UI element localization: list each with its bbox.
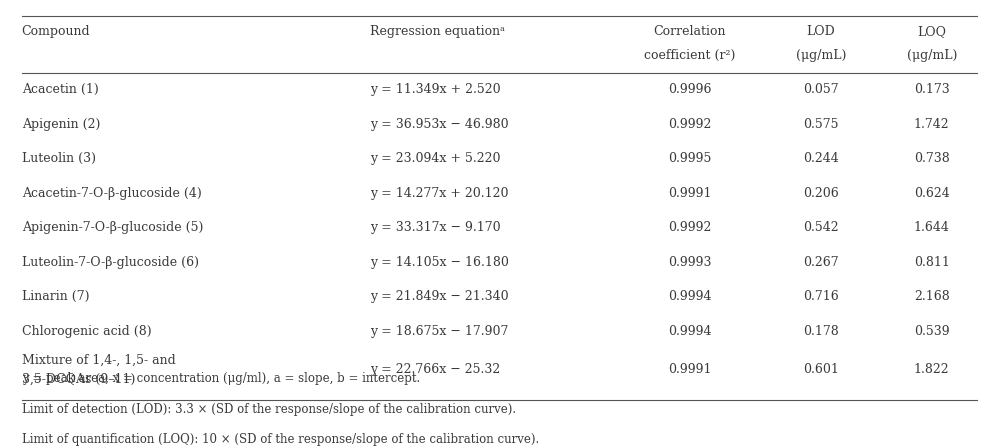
Text: 0.811: 0.811 [913, 256, 949, 269]
Text: Luteolin-7-O-β-glucoside (6): Luteolin-7-O-β-glucoside (6) [22, 256, 198, 269]
Text: 3,5-DCQAs (9–11): 3,5-DCQAs (9–11) [22, 372, 135, 385]
Text: Luteolin (3): Luteolin (3) [22, 152, 96, 165]
Text: Acacetin-7-O-β-glucoside (4): Acacetin-7-O-β-glucoside (4) [22, 187, 201, 200]
Text: y = 23.094x + 5.220: y = 23.094x + 5.220 [370, 152, 500, 165]
Text: Regression equationᵃ: Regression equationᵃ [370, 25, 505, 38]
Text: Correlation: Correlation [653, 25, 725, 38]
Text: 0.542: 0.542 [802, 221, 838, 234]
Text: Limit of detection (LOD): 3.3 × (SD of the response/slope of the calibration cur: Limit of detection (LOD): 3.3 × (SD of t… [22, 402, 516, 416]
Text: 0.057: 0.057 [802, 83, 838, 96]
Text: 0.9995: 0.9995 [668, 152, 710, 165]
Text: coefficient (r²): coefficient (r²) [643, 49, 735, 62]
Text: 1.644: 1.644 [913, 221, 949, 234]
Text: 0.9992: 0.9992 [668, 221, 710, 234]
Text: LOQ: LOQ [916, 25, 946, 38]
Text: Acacetin (1): Acacetin (1) [22, 83, 99, 96]
Text: Mixture of 1,4-, 1,5- and: Mixture of 1,4-, 1,5- and [22, 353, 176, 366]
Text: Compound: Compound [22, 25, 91, 38]
Text: 0.173: 0.173 [913, 83, 949, 96]
Text: 1.742: 1.742 [913, 118, 949, 131]
Text: y = 14.277x + 20.120: y = 14.277x + 20.120 [370, 187, 508, 200]
Text: 0.9992: 0.9992 [668, 118, 710, 131]
Text: 0.9993: 0.9993 [667, 256, 711, 269]
Text: 0.178: 0.178 [802, 325, 838, 338]
Text: y = 21.849x − 21.340: y = 21.849x − 21.340 [370, 290, 508, 303]
Text: Linarin (7): Linarin (7) [22, 290, 89, 303]
Text: 0.206: 0.206 [802, 187, 838, 200]
Text: Apigenin (2): Apigenin (2) [22, 118, 100, 131]
Text: 0.624: 0.624 [913, 187, 949, 200]
Text: 0.716: 0.716 [802, 290, 838, 303]
Text: y = 36.953x − 46.980: y = 36.953x − 46.980 [370, 118, 508, 131]
Text: y = 11.349x + 2.520: y = 11.349x + 2.520 [370, 83, 500, 96]
Text: 0.539: 0.539 [913, 325, 949, 338]
Text: Limit of quantification (LOQ): 10 × (SD of the response/slope of the calibration: Limit of quantification (LOQ): 10 × (SD … [22, 433, 538, 446]
Text: y = 14.105x − 16.180: y = 14.105x − 16.180 [370, 256, 509, 269]
Text: (μg/mL): (μg/mL) [795, 49, 845, 62]
Text: y = 33.317x − 9.170: y = 33.317x − 9.170 [370, 221, 500, 234]
Text: (μg/mL): (μg/mL) [905, 49, 956, 62]
Text: y = 18.675x − 17.907: y = 18.675x − 17.907 [370, 325, 508, 338]
Text: 0.601: 0.601 [802, 363, 838, 376]
Text: 0.9996: 0.9996 [667, 83, 711, 96]
Text: 0.575: 0.575 [803, 118, 837, 131]
Text: Chlorogenic acid (8): Chlorogenic acid (8) [22, 325, 151, 338]
Text: 0.267: 0.267 [802, 256, 838, 269]
Text: 0.9991: 0.9991 [667, 187, 711, 200]
Text: 0.738: 0.738 [913, 152, 949, 165]
Text: 0.244: 0.244 [802, 152, 838, 165]
Text: LOD: LOD [806, 25, 834, 38]
Text: y = peak area, x = concentration (μg/ml), a = slope, b = intercept.: y = peak area, x = concentration (μg/ml)… [22, 372, 419, 385]
Text: 0.9994: 0.9994 [667, 325, 711, 338]
Text: 2.168: 2.168 [913, 290, 949, 303]
Text: Apigenin-7-O-β-glucoside (5): Apigenin-7-O-β-glucoside (5) [22, 221, 203, 234]
Text: 0.9994: 0.9994 [667, 290, 711, 303]
Text: 1.822: 1.822 [913, 363, 949, 376]
Text: 0.9991: 0.9991 [667, 363, 711, 376]
Text: y = 22.766x − 25.32: y = 22.766x − 25.32 [370, 363, 500, 376]
